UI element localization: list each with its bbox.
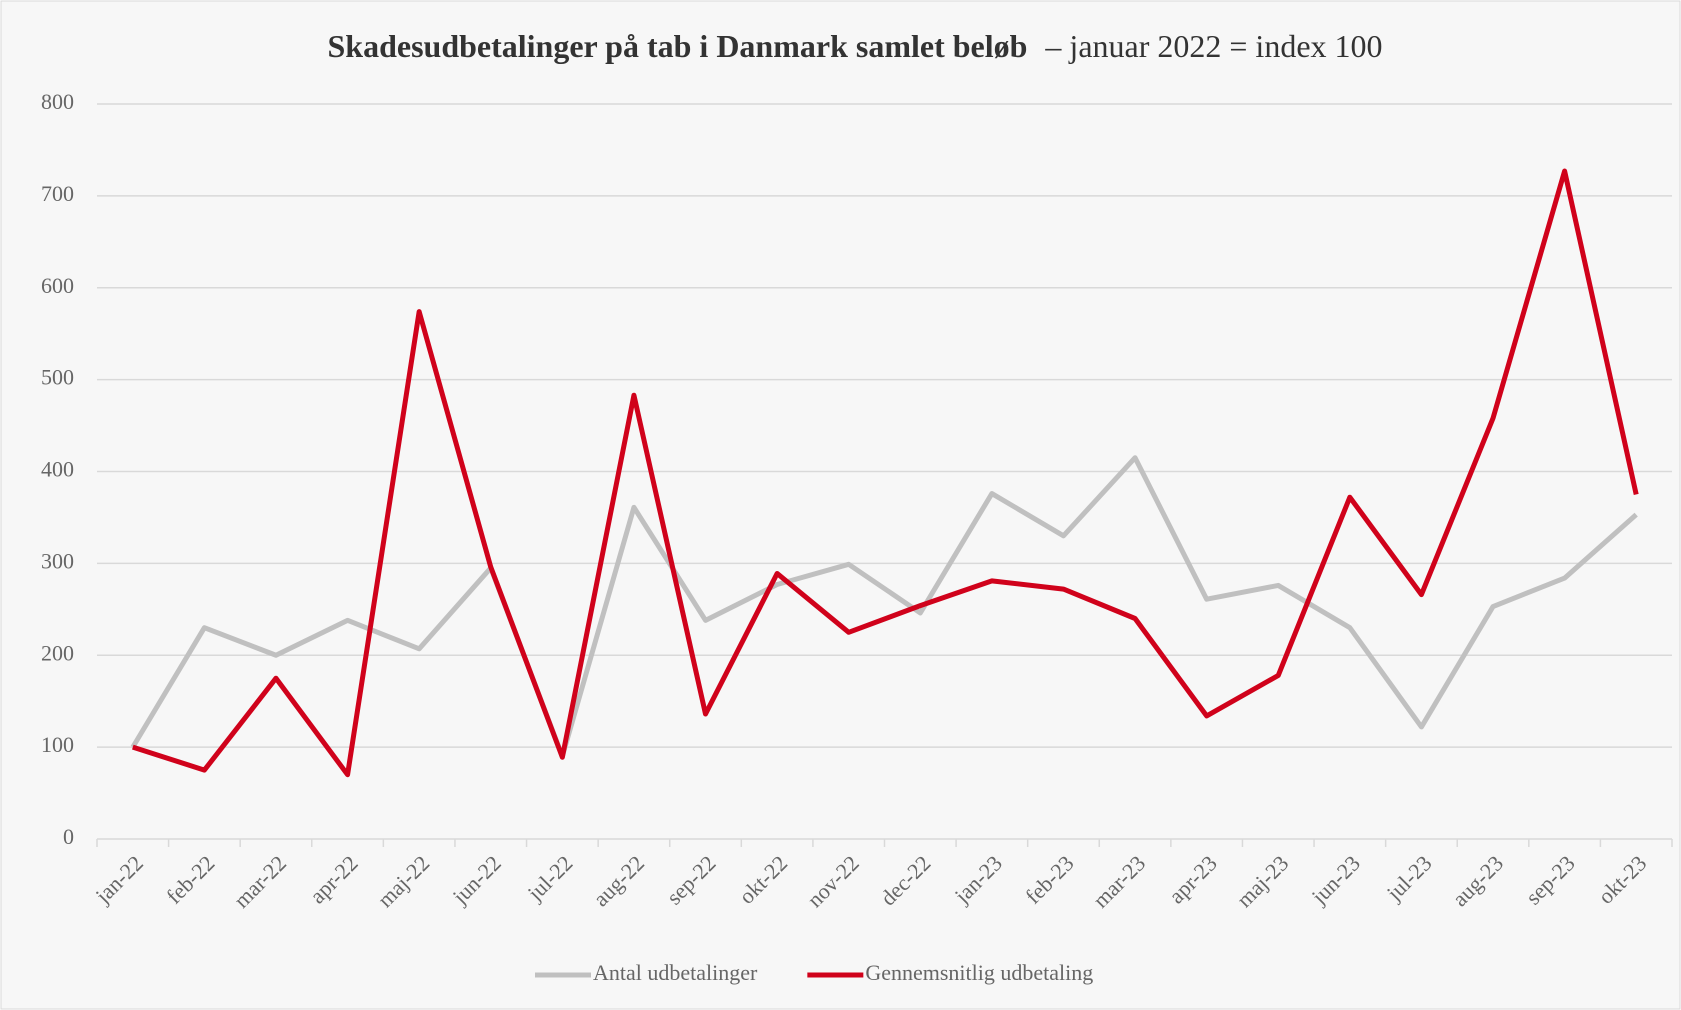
y-tick-label: 800 — [41, 89, 74, 114]
chart-subtitle: – januar 2022 = index 100 — [1044, 28, 1382, 64]
series-line — [130, 455, 1638, 759]
legend-label: Antal udbetalinger — [593, 960, 758, 985]
y-tick-label: 400 — [41, 457, 74, 482]
series-line — [132, 168, 1639, 778]
y-tick-label: 700 — [41, 181, 74, 206]
y-tick-label: 600 — [41, 273, 74, 298]
y-tick-label: 100 — [41, 732, 74, 757]
y-tick-label: 300 — [41, 548, 74, 573]
y-tick-label: 0 — [63, 824, 74, 849]
y-tick-label: 500 — [41, 365, 74, 390]
y-tick-label: 200 — [41, 640, 74, 665]
legend-label: Gennemsnitlig udbetaling — [865, 960, 1093, 985]
chart-title: Skadesudbetalinger på tab i Danmark saml… — [327, 28, 1027, 64]
chart-title-group: Skadesudbetalinger på tab i Danmark saml… — [327, 28, 1382, 64]
